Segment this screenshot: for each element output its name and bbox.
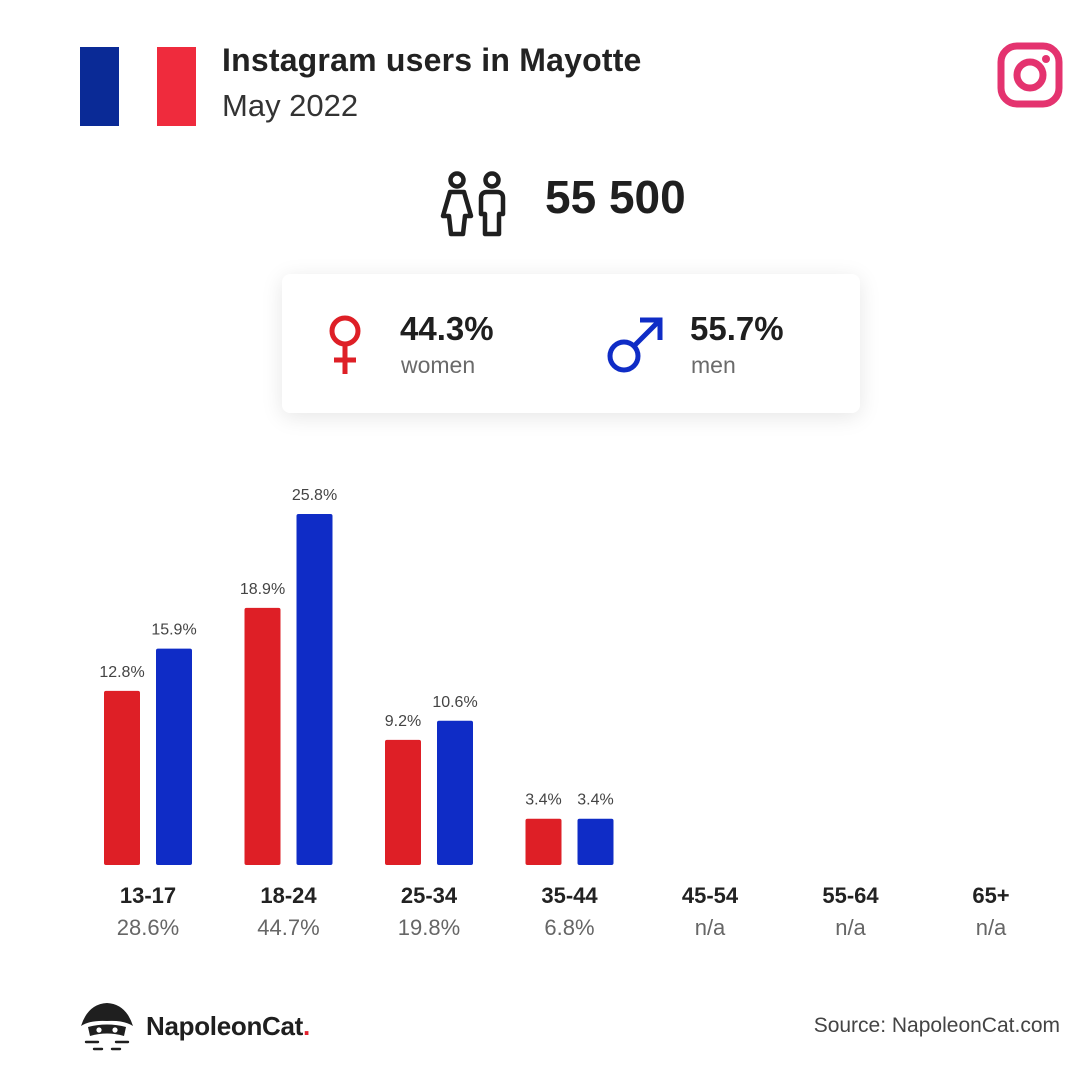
age-gender-bar-chart: 12.8% 15.9% 18.9% 25.8% 9.2% 10.6% 3.4% 3.4% [99, 487, 614, 865]
women-label: women [401, 352, 476, 378]
data-label-men-13-17: 15.9% [151, 622, 196, 639]
bar-men-18-24 [296, 514, 333, 865]
france-flag [80, 47, 197, 126]
category-name: 18-24 [260, 883, 317, 908]
category-total: 19.8% [397, 915, 461, 940]
page-title: Instagram users in Mayotte [222, 42, 642, 78]
female-symbol-icon [329, 315, 361, 374]
men-percentage: 55.7% [690, 310, 784, 347]
category-name: 55-64 [822, 883, 879, 908]
category-total: 6.8% [544, 915, 595, 940]
people-icon [440, 171, 506, 237]
category-65+: 65+ n/a [921, 883, 1061, 941]
category-total: 28.6% [116, 915, 180, 940]
instagram-icon [997, 42, 1063, 108]
data-label-women-18-24: 18.9% [240, 581, 285, 598]
flag-stripe-red [157, 47, 197, 126]
category-name: 13-17 [119, 883, 177, 908]
brand-wordmark: NapoleonCat. [146, 1011, 310, 1042]
data-label-women-13-17: 12.8% [99, 664, 144, 681]
napoleoncat-brand: NapoleonCat. [78, 1000, 310, 1052]
flag-stripe-blue [80, 47, 119, 126]
source-credit: Source: NapoleonCat.com [813, 1014, 1060, 1037]
page-subtitle: May 2022 [222, 88, 359, 123]
flag-stripe-white [118, 47, 158, 126]
category-name: 65+ [972, 883, 1010, 908]
male-symbol-icon [607, 317, 663, 373]
category-total: n/a [694, 915, 726, 940]
category-total: n/a [835, 915, 866, 940]
bar-men-13-17 [156, 648, 192, 865]
data-label-women-35-44: 3.4% [525, 792, 561, 809]
data-label-men-18-24: 25.8% [292, 487, 337, 504]
data-label-women-25-34: 9.2% [385, 713, 421, 730]
bar-women-18-24 [244, 607, 281, 865]
bar-women-35-44 [525, 818, 562, 865]
category-name: 25-34 [400, 883, 458, 908]
total-users-value: 55 500 [545, 171, 686, 223]
category-25-34: 25-34 19.8% [359, 883, 499, 941]
category-55-64: 55-64 n/a [781, 883, 921, 941]
bar-men-25-34 [437, 720, 473, 865]
brand-name: NapoleonCat [146, 1010, 304, 1041]
napoleoncat-logo-icon [81, 1003, 133, 1051]
bar-women-13-17 [104, 690, 140, 865]
data-label-men-25-34: 10.6% [432, 694, 477, 711]
gender-split-card: 44.3% women 55.7% men [282, 274, 860, 413]
bar-women-25-34 [385, 739, 421, 865]
brand-dot: . [303, 1010, 310, 1041]
men-label: men [691, 352, 736, 378]
data-label-men-35-44: 3.4% [577, 792, 613, 809]
bar-men-35-44 [577, 818, 614, 865]
category-18-24: 18-24 44.7% [219, 883, 359, 941]
category-total: n/a [975, 915, 1007, 940]
women-percentage: 44.3% [400, 310, 494, 347]
category-name: 35-44 [541, 883, 598, 908]
category-name: 45-54 [681, 883, 739, 908]
category-13-17: 13-17 28.6% [78, 883, 218, 941]
category-45-54: 45-54 n/a [640, 883, 780, 941]
category-total: 44.7% [257, 915, 320, 940]
category-35-44: 35-44 6.8% [500, 883, 640, 941]
